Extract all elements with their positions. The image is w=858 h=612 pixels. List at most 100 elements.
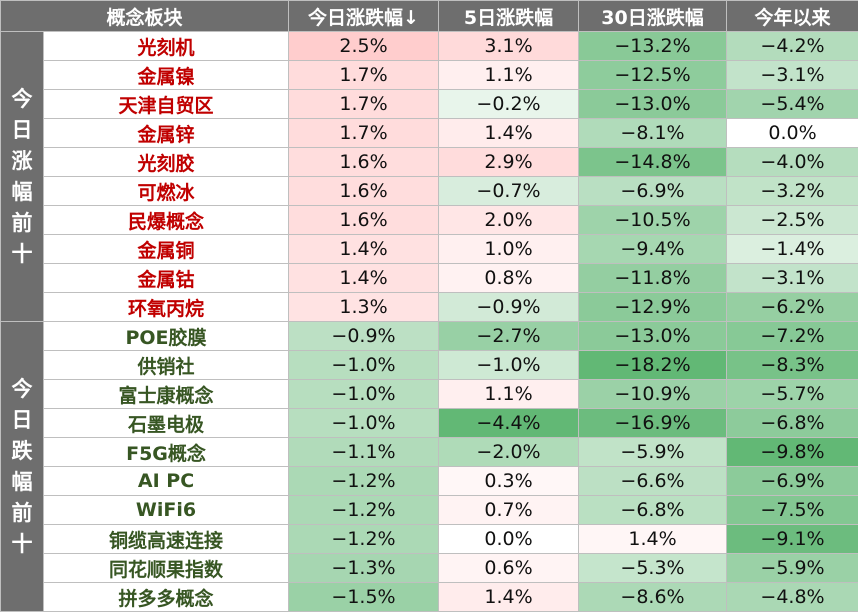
cell-ytd: −7.5% bbox=[727, 496, 858, 525]
cell-d5: 1.0% bbox=[439, 235, 579, 264]
cell-ytd: −9.1% bbox=[727, 525, 858, 554]
cell-ytd: −3.2% bbox=[727, 177, 858, 206]
sector-name[interactable]: 铜缆高速连接 bbox=[44, 525, 289, 554]
cell-d5: 1.4% bbox=[439, 583, 579, 612]
table-row: F5G概念−1.1%−2.0%−5.9%−9.8% bbox=[1, 438, 858, 467]
cell-d5: 2.9% bbox=[439, 148, 579, 177]
cell-d30: −6.9% bbox=[579, 177, 727, 206]
cell-d1: −1.3% bbox=[289, 554, 439, 583]
cell-d30: −5.3% bbox=[579, 554, 727, 583]
cell-ytd: −6.9% bbox=[727, 467, 858, 496]
sector-name[interactable]: 同花顺果指数 bbox=[44, 554, 289, 583]
cell-ytd: −6.2% bbox=[727, 293, 858, 322]
cell-d5: −0.7% bbox=[439, 177, 579, 206]
sector-name[interactable]: 可燃冰 bbox=[44, 177, 289, 206]
sector-name[interactable]: 拼多多概念 bbox=[44, 583, 289, 612]
cell-d1: 1.4% bbox=[289, 235, 439, 264]
header-sector: 概念板块 bbox=[1, 1, 289, 32]
cell-d5: 1.1% bbox=[439, 380, 579, 409]
sector-name[interactable]: 金属钴 bbox=[44, 264, 289, 293]
cell-d1: 1.6% bbox=[289, 177, 439, 206]
cell-d5: −0.9% bbox=[439, 293, 579, 322]
cell-ytd: −3.1% bbox=[727, 264, 858, 293]
sector-name[interactable]: 金属锌 bbox=[44, 119, 289, 148]
cell-d1: 1.7% bbox=[289, 119, 439, 148]
group-label-text: 今日涨幅前十 bbox=[10, 84, 34, 270]
cell-d1: −1.2% bbox=[289, 467, 439, 496]
sector-name[interactable]: 光刻机 bbox=[44, 32, 289, 61]
sector-name[interactable]: 金属铜 bbox=[44, 235, 289, 264]
cell-d5: 0.6% bbox=[439, 554, 579, 583]
cell-d5: −2.0% bbox=[439, 438, 579, 467]
cell-d30: −16.9% bbox=[579, 409, 727, 438]
cell-d5: 0.3% bbox=[439, 467, 579, 496]
header-today-change[interactable]: 今日涨跌幅↓ bbox=[289, 1, 439, 32]
group-label: 今日跌幅前十 bbox=[1, 322, 44, 612]
header-ytd-change[interactable]: 今年以来 bbox=[727, 1, 858, 32]
cell-d5: −1.0% bbox=[439, 351, 579, 380]
table-row: 拼多多概念−1.5%1.4%−8.6%−4.8% bbox=[1, 583, 858, 612]
sector-name[interactable]: AI PC bbox=[44, 467, 289, 496]
cell-d5: −4.4% bbox=[439, 409, 579, 438]
cell-d30: −18.2% bbox=[579, 351, 727, 380]
sector-name[interactable]: POE胶膜 bbox=[44, 322, 289, 351]
cell-d1: −1.0% bbox=[289, 409, 439, 438]
sector-name[interactable]: 供销社 bbox=[44, 351, 289, 380]
sector-name[interactable]: 富士康概念 bbox=[44, 380, 289, 409]
cell-ytd: −4.8% bbox=[727, 583, 858, 612]
cell-ytd: −1.4% bbox=[727, 235, 858, 264]
cell-d1: −1.1% bbox=[289, 438, 439, 467]
sector-name[interactable]: 石墨电极 bbox=[44, 409, 289, 438]
cell-d30: −13.2% bbox=[579, 32, 727, 61]
cell-d30: −9.4% bbox=[579, 235, 727, 264]
cell-d5: −2.7% bbox=[439, 322, 579, 351]
table-row: 铜缆高速连接−1.2%0.0%1.4%−9.1% bbox=[1, 525, 858, 554]
group-label: 今日涨幅前十 bbox=[1, 32, 44, 322]
cell-d1: 1.6% bbox=[289, 206, 439, 235]
cell-ytd: −5.7% bbox=[727, 380, 858, 409]
cell-d5: 0.8% bbox=[439, 264, 579, 293]
table-row: 富士康概念−1.0%1.1%−10.9%−5.7% bbox=[1, 380, 858, 409]
table-row: WiFi6−1.2%0.7%−6.8%−7.5% bbox=[1, 496, 858, 525]
cell-d30: −10.9% bbox=[579, 380, 727, 409]
sector-name[interactable]: 天津自贸区 bbox=[44, 90, 289, 119]
group-label-text: 今日跌幅前十 bbox=[10, 374, 34, 560]
table-row: 供销社−1.0%−1.0%−18.2%−8.3% bbox=[1, 351, 858, 380]
cell-ytd: −4.2% bbox=[727, 32, 858, 61]
cell-d30: −13.0% bbox=[579, 90, 727, 119]
sector-name[interactable]: 环氧丙烷 bbox=[44, 293, 289, 322]
cell-ytd: −5.9% bbox=[727, 554, 858, 583]
cell-d30: −5.9% bbox=[579, 438, 727, 467]
cell-d30: −12.9% bbox=[579, 293, 727, 322]
sector-name[interactable]: WiFi6 bbox=[44, 496, 289, 525]
cell-d1: −1.5% bbox=[289, 583, 439, 612]
sector-name[interactable]: 民爆概念 bbox=[44, 206, 289, 235]
cell-d5: 0.0% bbox=[439, 525, 579, 554]
cell-ytd: −8.3% bbox=[727, 351, 858, 380]
cell-d1: −0.9% bbox=[289, 322, 439, 351]
cell-d30: −6.8% bbox=[579, 496, 727, 525]
cell-d30: −6.6% bbox=[579, 467, 727, 496]
cell-d1: −1.0% bbox=[289, 380, 439, 409]
sector-name[interactable]: 光刻胶 bbox=[44, 148, 289, 177]
cell-d30: −8.6% bbox=[579, 583, 727, 612]
cell-d5: 0.7% bbox=[439, 496, 579, 525]
cell-ytd: −7.2% bbox=[727, 322, 858, 351]
sector-name[interactable]: 金属镍 bbox=[44, 61, 289, 90]
cell-ytd: −5.4% bbox=[727, 90, 858, 119]
table-row: AI PC−1.2%0.3%−6.6%−6.9% bbox=[1, 467, 858, 496]
cell-d30: −12.5% bbox=[579, 61, 727, 90]
cell-d1: 1.7% bbox=[289, 90, 439, 119]
sector-name[interactable]: F5G概念 bbox=[44, 438, 289, 467]
table-row: 同花顺果指数−1.3%0.6%−5.3%−5.9% bbox=[1, 554, 858, 583]
header-5day-change[interactable]: 5日涨跌幅 bbox=[439, 1, 579, 32]
header-30day-change[interactable]: 30日涨跌幅 bbox=[579, 1, 727, 32]
